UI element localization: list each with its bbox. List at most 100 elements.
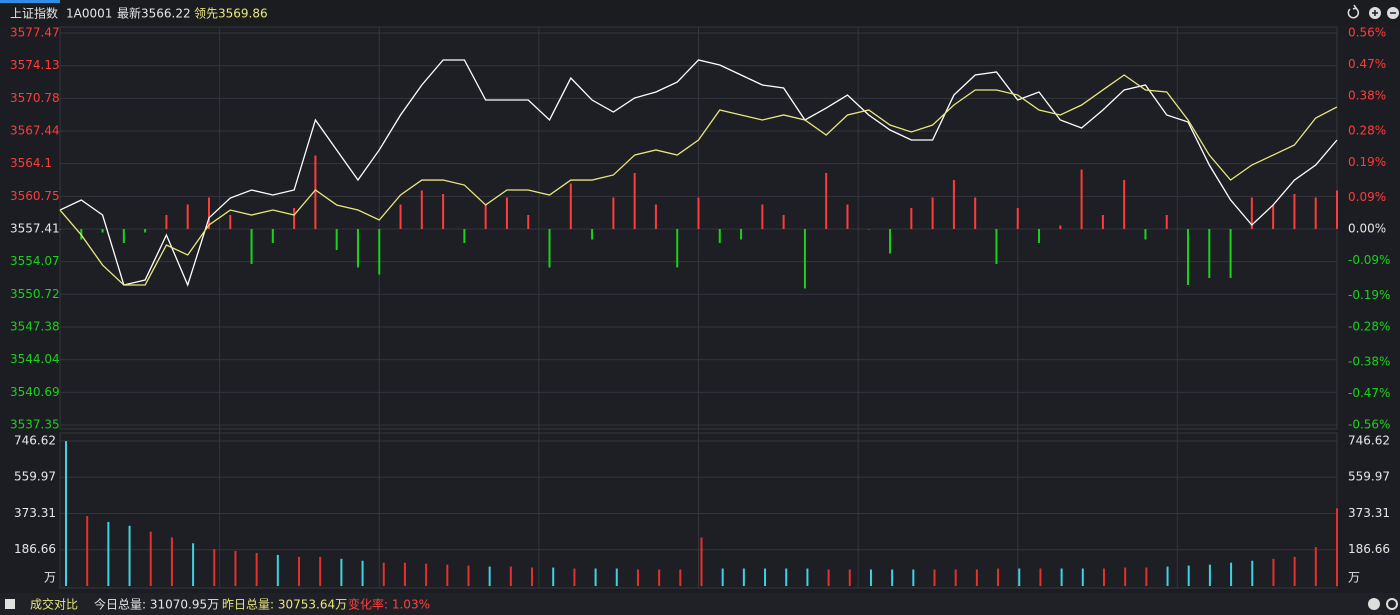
y-tick-label-right: 559.97 (1348, 470, 1390, 484)
y-tick-label: 3540.69 (10, 385, 60, 399)
latest-price: 最新3566.22 (117, 6, 191, 21)
y-tick-label-right: 186.66 (1348, 542, 1390, 556)
volume-bar (86, 516, 89, 586)
y-tick-label: 746.62 (14, 434, 56, 448)
volume-bar (1187, 565, 1190, 586)
volume-bar (1230, 562, 1233, 586)
lead-bar (740, 229, 743, 240)
lead-bar (633, 173, 636, 229)
y-tick-label: 186.66 (14, 542, 56, 556)
lead-bar (676, 229, 679, 268)
lead-bar (974, 197, 977, 229)
volume-bar (1251, 560, 1254, 586)
volume-bar (1272, 558, 1275, 586)
lead-bar (229, 215, 232, 229)
unit-label: 万 (44, 571, 56, 585)
volume-bar (869, 569, 872, 586)
volume-bar (594, 568, 597, 586)
volume-bar (509, 566, 512, 586)
y-tick-label-right: 373.31 (1348, 506, 1390, 520)
volume-bar (319, 556, 322, 586)
lead-bar (889, 229, 892, 254)
yesterday-volume: 昨日总量: 30753.64万 (222, 598, 347, 612)
volume-bar (1293, 556, 1296, 586)
lead-bar (761, 204, 764, 229)
y2-tick-label: -0.56% (1348, 418, 1390, 432)
y-tick-label: 3557.41 (10, 222, 60, 236)
volume-bar (446, 564, 449, 586)
lead-bar (718, 229, 721, 243)
volume-bar (1166, 566, 1169, 586)
volume-bar (425, 563, 428, 586)
volume-bar (255, 552, 258, 586)
lead-bar (1187, 229, 1190, 285)
volume-bar (213, 549, 216, 586)
volume-bar (785, 568, 788, 586)
settings-icon[interactable] (1386, 598, 1398, 610)
y-tick-label: 3574.13 (10, 58, 60, 72)
volume-bar (700, 537, 703, 586)
lead-bar (271, 229, 274, 243)
volume-bar (128, 525, 131, 586)
volume-bar (531, 567, 534, 586)
lead-bar (101, 229, 104, 233)
y-tick-label: 373.31 (14, 506, 56, 520)
y-tick-label: 3570.78 (10, 91, 60, 105)
zoom-in-plus (1372, 10, 1378, 16)
status-icon[interactable] (5, 599, 15, 609)
y2-tick-label: -0.09% (1348, 253, 1390, 267)
volume-bar (234, 551, 237, 586)
volume-bar (192, 543, 195, 586)
lead-bar (1229, 229, 1232, 278)
lead-bar (527, 215, 530, 229)
volume-bar (552, 567, 555, 586)
y-tick-label-right: 746.62 (1348, 434, 1390, 448)
volume-bar (1314, 547, 1317, 586)
y2-tick-label: 0.09% (1348, 190, 1386, 204)
volume-bar (149, 531, 152, 586)
volume-bar (742, 568, 745, 586)
lead-bar (1165, 215, 1168, 229)
volume-bar (636, 569, 639, 586)
y2-tick-label: -0.38% (1348, 355, 1390, 369)
lead-bar (931, 197, 934, 229)
volume-bar (806, 568, 809, 586)
lead-bar (1123, 180, 1126, 229)
y-tick-label: 3550.72 (10, 287, 60, 301)
lead-bar (293, 208, 296, 229)
lead-price: 领先3569.86 (194, 7, 268, 21)
volume-bar (827, 569, 830, 586)
lead-bar (803, 229, 806, 289)
y-tick-label: 3560.75 (10, 189, 60, 203)
lead-bar (1250, 197, 1253, 229)
lead-bar (250, 229, 253, 264)
lead-bar (910, 208, 913, 229)
volume-bar (1102, 568, 1105, 586)
lead-bar (378, 229, 381, 275)
volume-bar (891, 569, 894, 586)
y2-tick-label: 0.28% (1348, 124, 1386, 138)
volume-bar (1145, 567, 1148, 586)
lead-bar (612, 197, 615, 229)
lead-bar (356, 229, 359, 268)
y2-tick-label: -0.47% (1348, 386, 1390, 400)
y-tick-label: 3544.04 (10, 352, 60, 366)
reset-icon[interactable] (1347, 4, 1360, 19)
y2-tick-label: 0.00% (1348, 222, 1386, 236)
status-label[interactable]: 成交对比 (30, 597, 78, 612)
lead-bar (867, 229, 870, 230)
volume-bar (615, 568, 618, 586)
lead-bar (697, 197, 700, 229)
lead-bar (399, 204, 402, 229)
lead-bar (995, 229, 998, 264)
volume-bar (1039, 568, 1042, 586)
volume-bar (679, 569, 682, 586)
close-icon[interactable] (1368, 598, 1380, 610)
status-bar (0, 593, 1400, 615)
lead-bar (484, 204, 487, 229)
top-bar (0, 0, 1400, 26)
volume-bar (1060, 568, 1063, 586)
y2-tick-label: 0.19% (1348, 155, 1386, 169)
volume-bar (933, 569, 936, 586)
